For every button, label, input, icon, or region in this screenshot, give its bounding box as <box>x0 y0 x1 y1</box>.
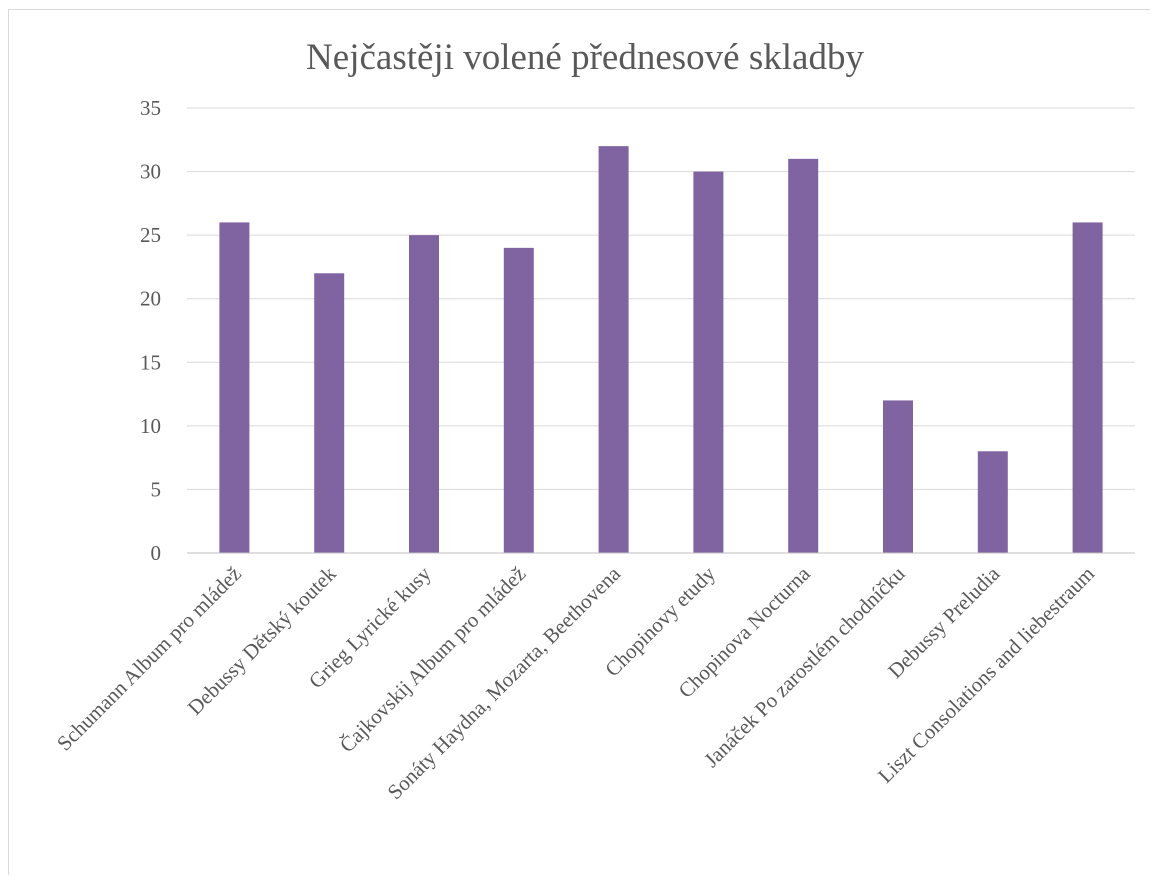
bar <box>503 247 534 553</box>
x-tick-label: Janáček Po zarostlém chodníčku <box>699 561 910 772</box>
y-tick-label: 30 <box>140 160 161 184</box>
y-tick-label: 15 <box>140 350 161 374</box>
bar <box>314 273 345 553</box>
bars <box>219 146 1103 554</box>
y-tick-label: 35 <box>140 96 161 120</box>
y-axis-ticks: 0 5 10 15 20 25 30 35 <box>140 96 161 565</box>
bar <box>1072 222 1103 553</box>
bar <box>883 400 913 553</box>
y-tick-label: 5 <box>151 477 162 501</box>
gridlines <box>187 107 1135 490</box>
bar <box>598 146 629 553</box>
y-tick-label: 0 <box>151 541 162 565</box>
y-tick-label: 25 <box>140 223 161 247</box>
y-tick-label: 10 <box>140 414 161 438</box>
y-tick-label: 20 <box>140 287 161 311</box>
chart-title: Nejčastěji volené přednesové skladby <box>306 37 864 78</box>
bar-chart: Nejčastěji volené přednesové skladby 0 5 1… <box>52 37 1135 804</box>
bar <box>409 235 439 553</box>
bar <box>693 171 724 554</box>
bar <box>219 222 250 553</box>
x-tick-label: Čajkovskij Album pro mládež <box>335 562 531 758</box>
bar <box>788 158 819 553</box>
bar <box>977 451 1008 553</box>
x-tick-label: Schumann Album pro mládež <box>52 562 246 756</box>
chart-area: Nejčastěji volené přednesové skladby 0 5 1… <box>8 9 1150 875</box>
